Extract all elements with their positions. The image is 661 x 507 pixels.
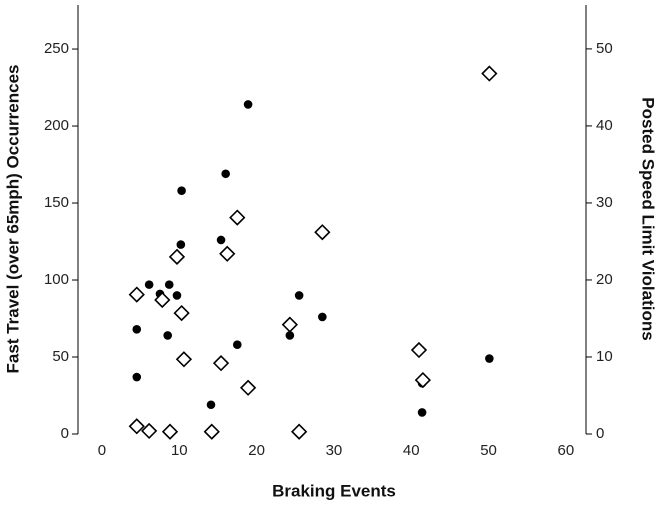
circle-point [163, 331, 172, 340]
x-tick-label: 50 [480, 442, 497, 459]
diamond-point [173, 304, 190, 322]
circle-point [144, 280, 154, 289]
diamond-point [128, 418, 145, 435]
circle-point [318, 312, 327, 322]
circle-point [177, 186, 186, 196]
diamond-point [175, 351, 193, 368]
y2-axis-title: Posted Speed Limit Violations [639, 97, 658, 340]
y-tick-label: 50 [52, 348, 69, 365]
y2-tick-label: 30 [596, 194, 613, 211]
circle-point [176, 240, 186, 249]
y2-tick-label: 50 [596, 40, 613, 57]
diamond-point [281, 316, 298, 333]
circle-point [164, 280, 174, 289]
circle-point [221, 169, 230, 179]
y-tick-label: 100 [44, 271, 69, 288]
y-tick-label: 0 [61, 425, 69, 442]
circle-point [294, 291, 304, 300]
x-tick-label: 60 [558, 442, 575, 459]
circle-point [216, 235, 226, 245]
diamond-point [161, 423, 179, 440]
y-axis-title: Fast Travel (over 65mph) Occurrences [3, 65, 22, 374]
y2-tick-label: 20 [596, 271, 613, 288]
diamond-point [168, 248, 186, 265]
circle-point [206, 400, 216, 410]
y2-tick-label: 0 [596, 425, 604, 442]
diamond-point [314, 224, 331, 241]
diamond-point [212, 355, 230, 372]
y2-tick-label: 40 [596, 117, 613, 134]
circle-point [232, 340, 242, 349]
x-tick-label: 30 [326, 442, 343, 459]
diamond-point [219, 245, 236, 262]
circle-point [172, 291, 182, 300]
diamond-point [410, 341, 428, 359]
x-axis-title: Braking Events [272, 481, 396, 500]
x-tick-label: 0 [98, 442, 106, 459]
x-tick-label: 20 [248, 442, 265, 459]
diamond-point [154, 291, 171, 309]
diamond-point [291, 423, 308, 440]
circle-point [285, 331, 295, 340]
circle-point [243, 100, 253, 109]
y-tick-label: 250 [44, 40, 69, 57]
y-tick-label: 200 [44, 117, 69, 134]
x-tick-label: 10 [171, 442, 188, 459]
diamond-point [128, 286, 145, 303]
diamond-point [141, 422, 158, 440]
y-tick-label: 150 [44, 194, 69, 211]
diamond-point [481, 65, 498, 82]
diamond-point [203, 423, 220, 440]
circle-point [132, 324, 142, 334]
diamond-point [229, 209, 246, 226]
circle-point [485, 354, 494, 363]
y2-tick-label: 10 [596, 348, 613, 365]
diamond-point [414, 371, 431, 389]
circle-point [132, 372, 142, 382]
circle-point [417, 408, 427, 417]
diamond-point [239, 379, 257, 396]
x-tick-label: 40 [403, 442, 420, 459]
